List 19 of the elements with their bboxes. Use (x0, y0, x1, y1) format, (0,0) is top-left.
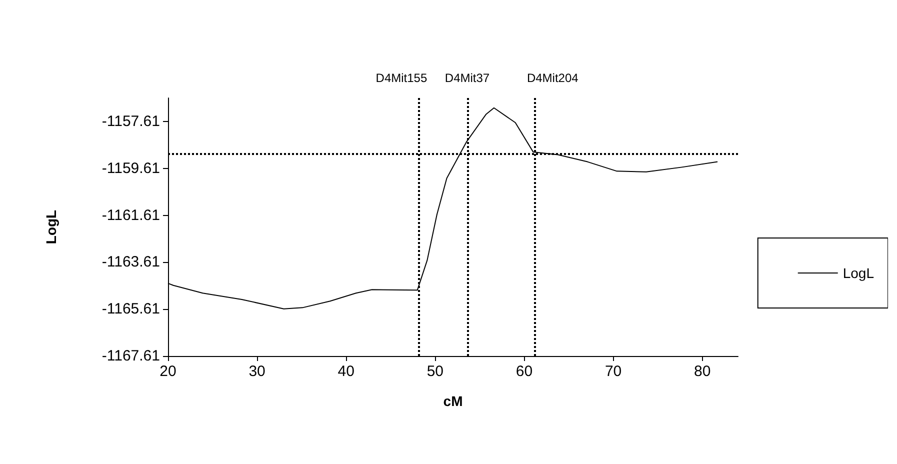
x-tick-label: 50 (426, 363, 444, 380)
y-tick-label: -1165.61 (102, 300, 160, 318)
ref-line-label: D4Mit155 (376, 71, 428, 85)
x-tick-label: 80 (694, 363, 711, 380)
x-tick-label: 40 (338, 363, 354, 380)
x-tick-label: 20 (160, 363, 176, 380)
x-tick-label: 70 (604, 363, 622, 380)
ref-line-label: D4Mit204 (526, 71, 579, 85)
y-tick-label: -1159.61 (102, 160, 160, 177)
legend-label: LogL (842, 265, 874, 281)
x-axis-title: cM (443, 393, 463, 409)
y-tick-label: -1157.61 (102, 112, 160, 130)
ref-line-label: D4Mit37 (444, 71, 490, 85)
x-tick-label: 60 (516, 363, 533, 380)
y-tick-label: -1163.61 (102, 254, 160, 271)
y-axis-title: LogL (43, 209, 59, 244)
y-tick-label: -1161.61 (102, 206, 160, 224)
x-tick-label: 30 (248, 363, 266, 380)
y-tick-label: -1167.61 (102, 348, 160, 364)
